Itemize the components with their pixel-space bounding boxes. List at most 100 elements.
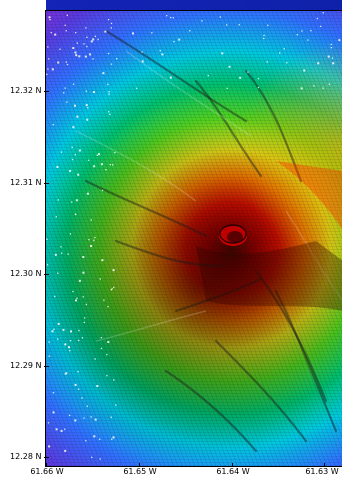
noise-point [310, 30, 312, 32]
noise-point [113, 286, 115, 289]
noise-point [110, 27, 112, 29]
noise-point [77, 173, 80, 176]
noise-point [114, 152, 116, 154]
noise-point [316, 17, 318, 20]
noise-point [279, 52, 281, 54]
noise-point [49, 19, 51, 21]
noise-point [207, 75, 209, 77]
noise-point [64, 449, 67, 452]
noise-point [86, 45, 88, 48]
noise-point [322, 12, 324, 14]
noise-point [93, 435, 96, 438]
noise-point [112, 436, 115, 439]
noise-point [63, 92, 65, 94]
noise-point [104, 30, 107, 33]
noise-point [85, 440, 87, 442]
noise-point [92, 91, 95, 94]
noise-point [53, 328, 55, 330]
noise-point [71, 146, 73, 149]
noise-point [85, 303, 87, 306]
noise-point [81, 397, 83, 399]
noise-point [54, 253, 57, 256]
noise-point [92, 58, 94, 60]
noise-point [78, 339, 80, 342]
noise-point [69, 340, 72, 342]
noise-point [61, 252, 63, 254]
noise-point [66, 63, 69, 66]
bathymetry-map[interactable] [45, 10, 342, 467]
noise-point [105, 169, 107, 171]
noise-point [107, 306, 109, 308]
noise-point [238, 24, 240, 26]
noise-point [116, 58, 118, 60]
noise-point [286, 62, 288, 64]
noise-point [283, 48, 285, 50]
noise-point [97, 38, 99, 41]
noise-point [96, 154, 98, 156]
noise-point [226, 24, 228, 26]
noise-point [72, 126, 75, 129]
noise-point [93, 165, 96, 168]
noise-point [228, 65, 231, 68]
noise-point [189, 30, 191, 32]
noise-point [263, 34, 265, 37]
noise-point [90, 219, 92, 221]
noise-point [85, 104, 88, 107]
noise-point [115, 404, 117, 406]
noise-point [257, 78, 260, 80]
noise-point [90, 245, 93, 247]
noise-point [75, 299, 77, 302]
noise-point [71, 201, 73, 203]
noise-point [110, 22, 113, 25]
noise-point [85, 90, 87, 92]
noise-point [331, 57, 334, 59]
noise-point [57, 199, 60, 201]
noise-point [75, 199, 78, 202]
noise-point [69, 233, 72, 235]
noise-point [66, 101, 68, 103]
noise-point [94, 418, 97, 421]
latitude-label: 12.31 N [10, 178, 42, 187]
noise-point [60, 246, 62, 248]
noise-point [74, 51, 77, 54]
noise-point [97, 153, 100, 156]
noise-point [247, 71, 249, 73]
noise-point [296, 34, 298, 36]
noise-point [332, 62, 335, 65]
bathymetry-relief [46, 11, 342, 466]
noise-point [322, 87, 324, 89]
noise-point [48, 58, 50, 60]
noise-point [52, 124, 54, 126]
noise-point [257, 86, 260, 89]
noise-point [78, 329, 80, 332]
lat-tick [44, 457, 49, 458]
noise-point [239, 76, 242, 79]
longitude-axis-strip [0, 466, 342, 479]
longitude-label: 61.64 W [216, 467, 250, 476]
latitude-axis-strip [0, 0, 46, 479]
lon-tick [324, 463, 325, 467]
lon-tick [232, 463, 233, 467]
noise-point [76, 115, 79, 118]
noise-point [301, 30, 303, 32]
noise-point [90, 40, 93, 43]
noise-point [83, 321, 85, 324]
noise-point [48, 341, 50, 343]
noise-point [64, 24, 66, 26]
noise-point [110, 416, 112, 418]
latitude-label: 12.30 N [10, 269, 42, 278]
noise-point [82, 256, 85, 258]
lat-tick [44, 366, 49, 367]
noise-point [109, 164, 111, 166]
noise-point [327, 55, 330, 58]
longitude-label: 61.66 W [30, 467, 64, 476]
noise-point [64, 343, 67, 346]
noise-point [100, 163, 103, 166]
noise-point [303, 69, 306, 72]
noise-point [69, 169, 72, 172]
noise-point [62, 328, 65, 331]
noise-point [101, 189, 104, 192]
noise-point [173, 41, 175, 43]
lon-tick [139, 463, 140, 467]
noise-point [87, 107, 89, 109]
